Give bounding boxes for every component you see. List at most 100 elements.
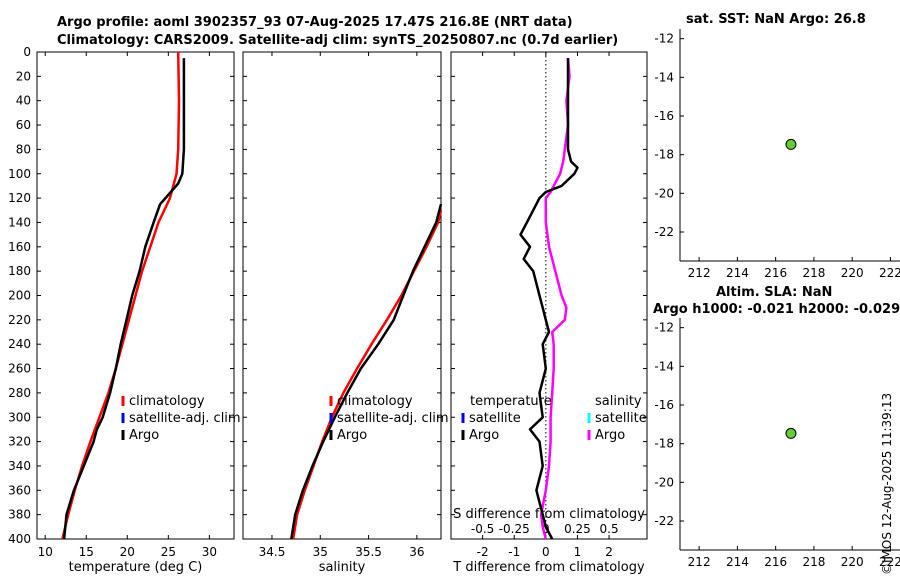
series-line-climatology [291, 210, 443, 540]
x-tick-label: 15 [79, 545, 94, 559]
map-y-tick-label: -18 [654, 148, 674, 162]
map-x-tick-label: 214 [726, 555, 749, 569]
legend-sal-argo-label: Argo [595, 428, 625, 443]
sla-map-title: Altim. SLA: NaN [716, 285, 832, 300]
map-x-tick-label: 212 [688, 266, 711, 280]
y-tick-label: 0 [23, 45, 31, 59]
map-x-tick-label: 220 [841, 266, 864, 280]
series-line-climatology [61, 51, 181, 540]
x2-tick-label: 0.25 [564, 522, 591, 536]
x-tick-label: 34.5 [259, 545, 286, 559]
y-tick-label: 260 [8, 362, 31, 376]
y-tick-label: 120 [8, 191, 31, 205]
sst-map-title: sat. SST: NaN Argo: 26.8 [686, 12, 866, 27]
y-tick-label: 240 [8, 337, 31, 351]
x-tick-label: 0 [542, 545, 550, 559]
map-x-tick-label: 222 [879, 555, 900, 569]
y-tick-label: 140 [8, 215, 31, 229]
argo-position-marker [785, 427, 797, 439]
y-tick-label: 100 [8, 167, 31, 181]
y-tick-label: 380 [8, 508, 31, 522]
map-y-tick-label: -20 [654, 475, 674, 489]
x-axis-label: salinity [319, 560, 366, 575]
x-tick-label: 2 [605, 545, 613, 559]
y-tick-label: 180 [8, 264, 31, 278]
map-y-tick-label: -16 [654, 109, 674, 123]
map-y-tick-label: -22 [654, 225, 674, 239]
map-x-tick-label: 216 [764, 266, 787, 280]
y-tick-label: 80 [16, 142, 31, 156]
y-tick-label: 40 [16, 94, 31, 108]
series-line-salinity-argo [539, 57, 571, 540]
series-line-argo [62, 58, 186, 540]
series-line-argo [290, 203, 443, 540]
sst-map-panel: -12 -14 -16 -18 -20 -22 212 214 216 218 220 222 sat.… [654, 12, 900, 280]
legend-temp-satellite-label: satellite [469, 411, 521, 426]
map-y-tick-label: -14 [654, 70, 674, 84]
y-tick-label: 160 [8, 240, 31, 254]
legend-climatology-label: climatology [337, 394, 413, 409]
x2-tick-label: 0.5 [600, 522, 619, 536]
legend-temperature-header: temperature [470, 394, 552, 409]
y-tick-label: 360 [8, 483, 31, 497]
legend-salinity-header: salinity [595, 394, 642, 409]
map-y-tick-label: -12 [654, 321, 674, 335]
y-tick-label: 340 [8, 459, 31, 473]
map-y-tick-label: -22 [654, 514, 674, 528]
y-tick-label: 280 [8, 386, 31, 400]
map-y-tick-label: -18 [654, 437, 674, 451]
legend-sal-satellite-label: satellite [595, 411, 647, 426]
map-x-tick-label: 220 [841, 555, 864, 569]
argo-position-marker [785, 138, 797, 150]
map-y-tick-label: -20 [654, 186, 674, 200]
x2-axis-label: S difference from climatology [453, 507, 645, 522]
map-x-tick-label: 212 [688, 555, 711, 569]
x-tick-label: 20 [120, 545, 135, 559]
map-x-tick-label: 222 [879, 266, 900, 280]
temperature-panel: 10 15 20 25 30020406080100120140160180200220… [8, 45, 241, 575]
difference-panel: -2 -1 0 1 2T difference from climatology -0.5… [450, 51, 648, 575]
x-tick-label: 35 [313, 545, 328, 559]
map-y-tick-label: -16 [654, 398, 674, 412]
y-tick-label: 300 [8, 410, 31, 424]
axes-frame [242, 51, 442, 540]
x-tick-label: 30 [202, 545, 217, 559]
y-tick-label: 400 [8, 532, 31, 546]
legend-climatology-label: climatology [129, 394, 205, 409]
map-x-tick-label: 216 [764, 555, 787, 569]
y-tick-label: 60 [16, 118, 31, 132]
y-tick-label: 20 [16, 69, 31, 83]
salinity-panel: 34.5 35 35.5 36 salinity climatology satellite… [242, 51, 449, 575]
map-y-tick-label: -12 [654, 32, 674, 46]
x-tick-label: 1 [574, 545, 582, 559]
x-tick-label: -2 [477, 545, 489, 559]
map-y-tick-label: -14 [654, 359, 674, 373]
imos-timestamp: ©IMOS 12-Aug-2025 11:39:13 [880, 392, 894, 575]
sla-map-subtitle: Argo h1000: -0.021 h2000: -0.029 [653, 302, 900, 317]
legend-satellite-label: satellite-adj. clim [337, 411, 449, 426]
map-x-tick-label: 214 [726, 266, 749, 280]
figure-title-line2: Climatology: CARS2009. Satellite-adj cli… [57, 33, 619, 48]
x-tick-label: 36 [409, 545, 424, 559]
x-axis-label: T difference from climatology [452, 560, 645, 575]
legend-argo-label: Argo [337, 428, 367, 443]
x-tick-label: 25 [161, 545, 176, 559]
x-axis-label: temperature (deg C) [69, 560, 203, 575]
y-tick-label: 200 [8, 289, 31, 303]
x-tick-label: 35.5 [355, 545, 382, 559]
x2-tick-label: -0.25 [499, 522, 530, 536]
map-x-tick-label: 218 [802, 266, 825, 280]
y-tick-label: 220 [8, 313, 31, 327]
x2-tick-label: -0.5 [471, 522, 494, 536]
legend-satellite-label: satellite-adj. clim [129, 411, 241, 426]
legend-argo-label: Argo [129, 428, 159, 443]
series-line-temperature-argo [519, 58, 579, 540]
x-tick-label: -1 [508, 545, 520, 559]
sla-map-panel: -12 -14 -16 -18 -20 -22 212 214 216 218 220 222 Alti… [653, 285, 900, 569]
legend-temp-argo-label: Argo [469, 428, 499, 443]
figure-title-line1: Argo profile: aoml 3902357_93 07-Aug-202… [57, 15, 573, 30]
map-x-tick-label: 218 [802, 555, 825, 569]
y-tick-label: 320 [8, 435, 31, 449]
x-tick-label: 10 [38, 545, 53, 559]
